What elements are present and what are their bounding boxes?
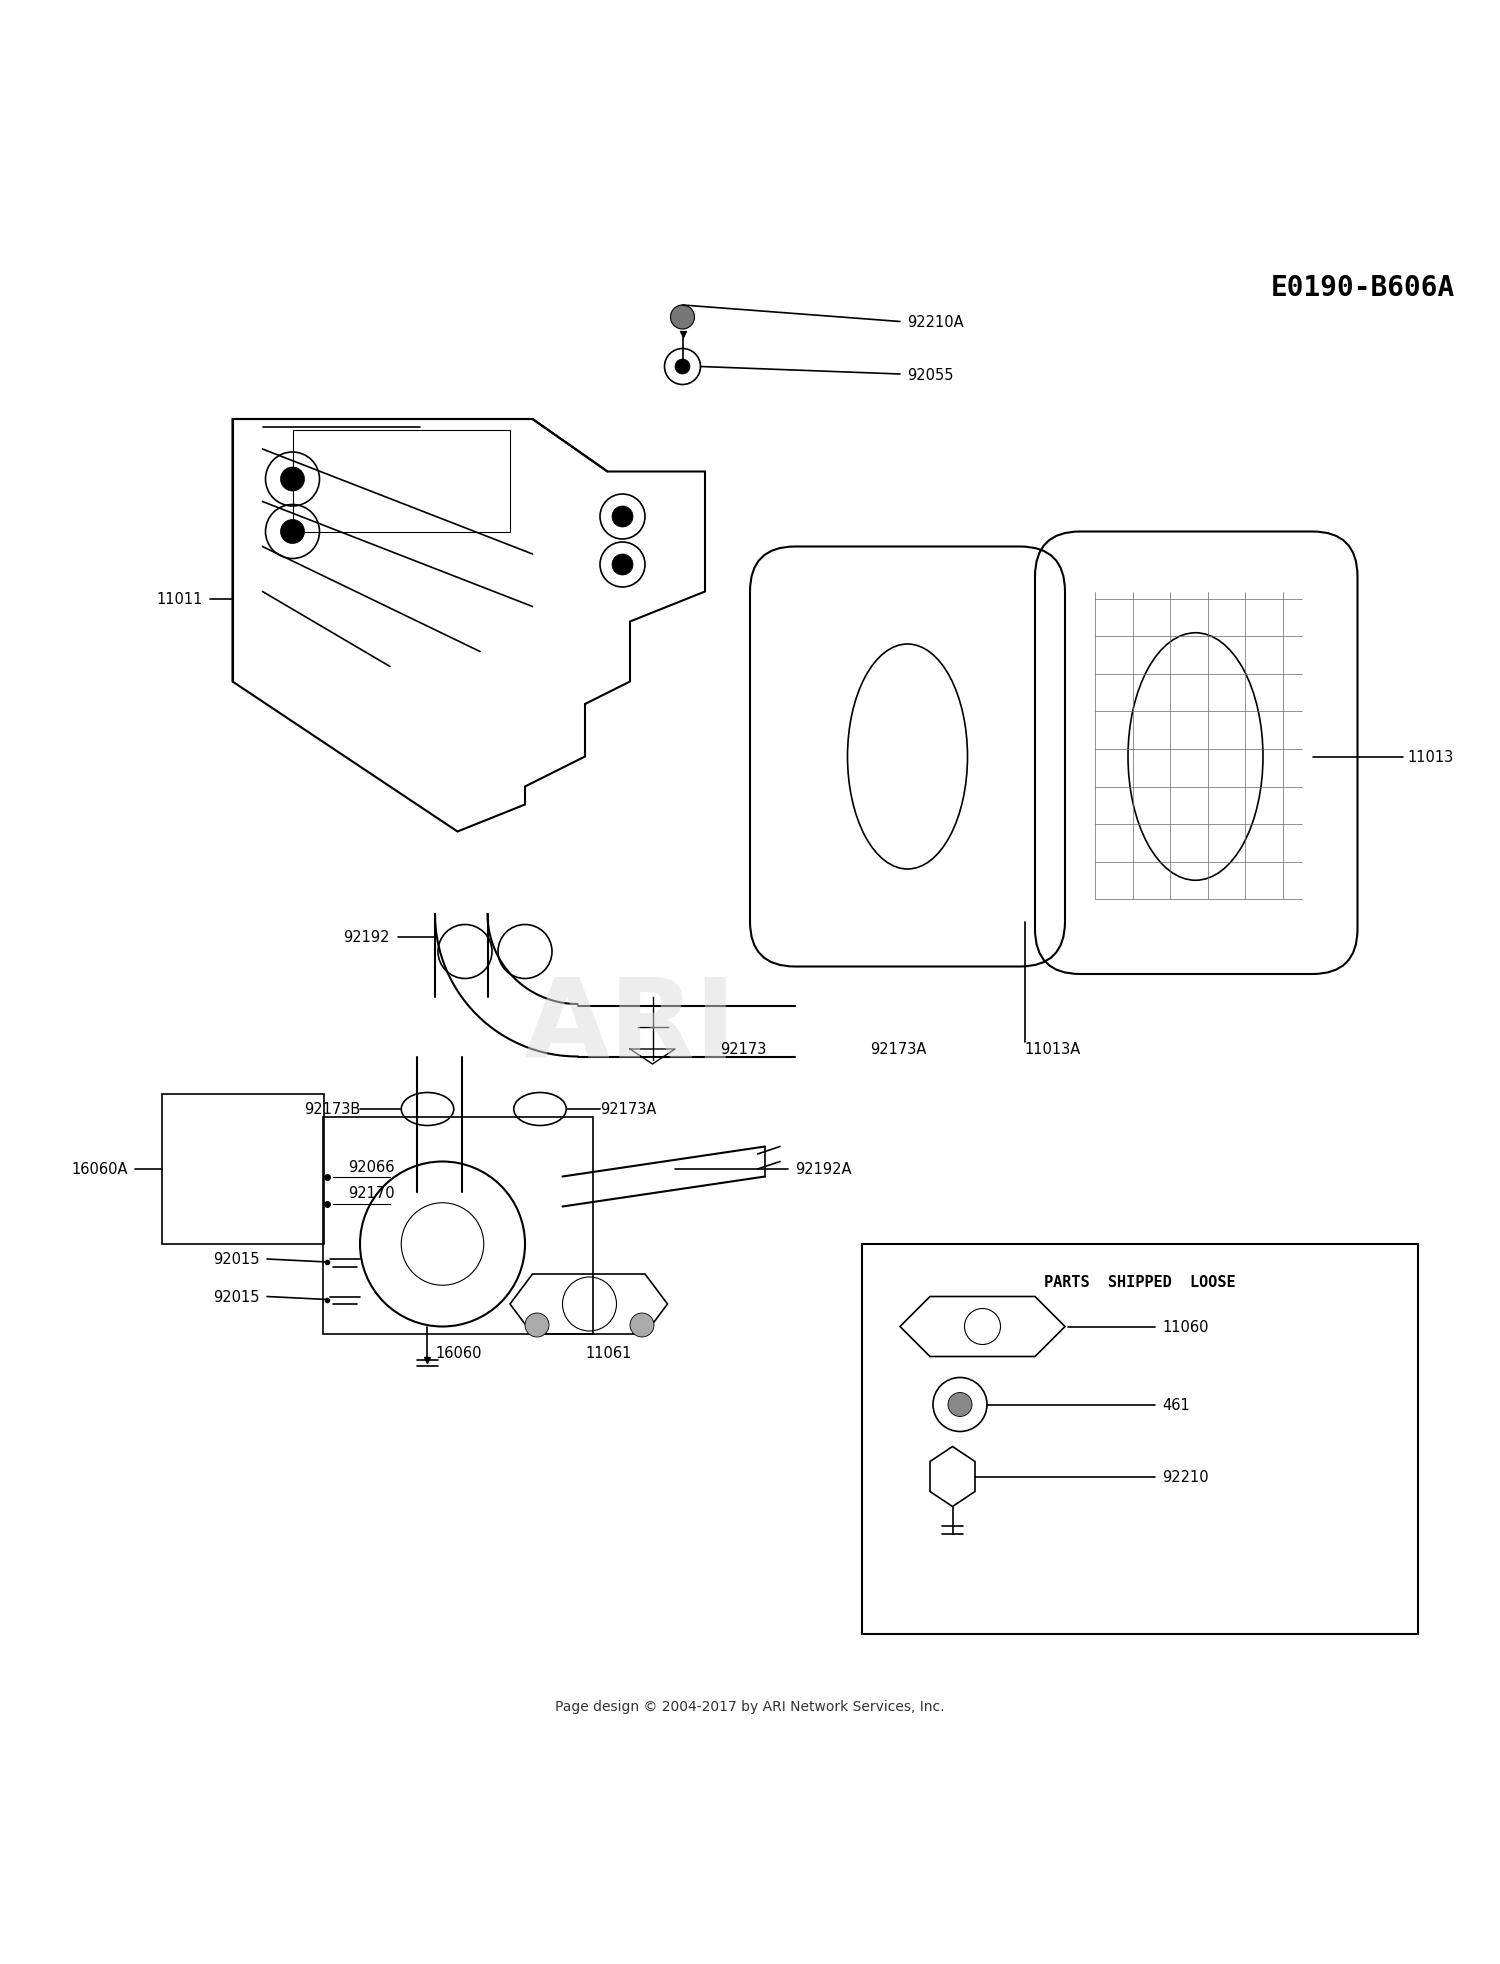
Circle shape xyxy=(675,359,690,375)
Text: 92210A: 92210A xyxy=(908,314,964,330)
Text: ARI: ARI xyxy=(524,974,736,1080)
Text: 92055: 92055 xyxy=(908,367,954,383)
Bar xyxy=(862,1245,1418,1634)
Text: 92210: 92210 xyxy=(1162,1469,1209,1485)
Text: 16060: 16060 xyxy=(435,1345,482,1359)
Text: 11013A: 11013A xyxy=(1024,1043,1080,1057)
Circle shape xyxy=(630,1314,654,1337)
Text: 92173: 92173 xyxy=(720,1043,766,1057)
Text: 11061: 11061 xyxy=(585,1345,632,1359)
Text: 92173A: 92173A xyxy=(870,1043,927,1057)
Circle shape xyxy=(670,306,694,330)
Bar xyxy=(322,1118,592,1334)
Text: 92170: 92170 xyxy=(348,1186,394,1200)
Circle shape xyxy=(612,554,633,575)
Bar xyxy=(162,1094,324,1245)
Text: 92173B: 92173B xyxy=(303,1102,360,1118)
Circle shape xyxy=(280,520,304,544)
Text: Page design © 2004-2017 by ARI Network Services, Inc.: Page design © 2004-2017 by ARI Network S… xyxy=(555,1699,945,1715)
Circle shape xyxy=(948,1392,972,1416)
Circle shape xyxy=(612,507,633,528)
Text: 11013: 11013 xyxy=(1407,750,1454,764)
Text: 92015: 92015 xyxy=(213,1251,260,1267)
Text: PARTS  SHIPPED  LOOSE: PARTS SHIPPED LOOSE xyxy=(1044,1275,1236,1288)
Circle shape xyxy=(525,1314,549,1337)
Text: 461: 461 xyxy=(1162,1396,1191,1412)
Text: 92192: 92192 xyxy=(344,929,390,945)
Text: 11011: 11011 xyxy=(156,593,203,607)
Text: 92015: 92015 xyxy=(213,1288,260,1304)
Text: 11060: 11060 xyxy=(1162,1320,1209,1334)
Text: 92173A: 92173A xyxy=(600,1102,657,1118)
Text: E0190-B606A: E0190-B606A xyxy=(1270,275,1455,302)
Text: 16060A: 16060A xyxy=(70,1163,128,1176)
Circle shape xyxy=(280,467,304,491)
Text: 92066: 92066 xyxy=(348,1159,394,1174)
Text: 92192A: 92192A xyxy=(795,1163,852,1176)
